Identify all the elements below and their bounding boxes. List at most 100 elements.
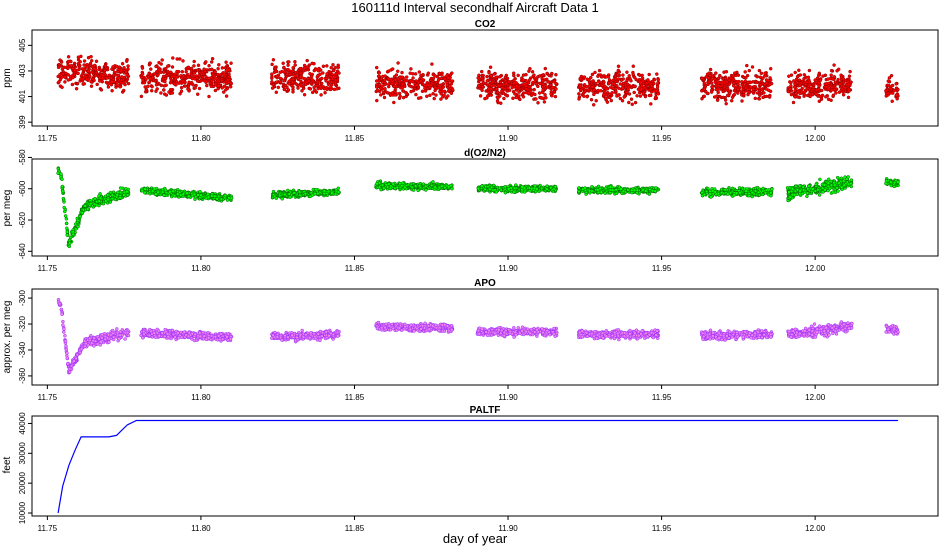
panel-co2-point <box>758 93 762 98</box>
panel-co2-point <box>616 68 621 73</box>
panel-co2-point <box>715 98 720 102</box>
panel-co2-point <box>582 75 587 79</box>
panel-co2-point <box>787 74 791 78</box>
panel-do2n2-point <box>630 190 634 195</box>
panel-co2-point <box>847 74 852 78</box>
panel-co2-point <box>633 84 637 89</box>
panel-co2-point <box>817 87 821 92</box>
panel-co2-point <box>383 74 387 78</box>
panel-co2-point <box>204 80 208 85</box>
panel-do2n2-point <box>494 190 499 194</box>
panel-co2-point <box>496 84 501 89</box>
panel-co2-points <box>56 54 900 107</box>
panel-co2-point <box>731 74 736 78</box>
panel-co2-point <box>512 81 516 85</box>
panel-co2-point <box>753 96 758 101</box>
panel-do2n2-point <box>63 214 68 218</box>
panel-do2n2-point <box>826 177 831 182</box>
panel-co2-point <box>537 91 542 95</box>
panel-co2-point <box>216 66 220 71</box>
panel-co2-point <box>553 94 558 99</box>
panel-co2-point <box>85 65 90 69</box>
panel-do2n2-point <box>61 196 66 201</box>
panel-apo-title: APO <box>474 278 496 289</box>
panel-do2n2-point <box>708 192 712 196</box>
panel-co2-point <box>725 86 730 91</box>
panel-co2-point <box>824 85 829 89</box>
panel-co2-point <box>439 97 443 101</box>
panel-co2-point <box>286 63 290 67</box>
panel-co2-point <box>487 90 491 95</box>
panel-co2-point <box>426 71 431 75</box>
panel-co2-point <box>374 85 379 89</box>
panel-do2n2-point <box>65 233 69 237</box>
panel-do2n2-point <box>106 197 110 202</box>
panel-do2n2-point <box>181 192 185 196</box>
panel-co2-point <box>161 74 166 79</box>
panel-co2-point <box>827 81 831 86</box>
panel-co2-point <box>541 88 545 92</box>
panel-co2-point <box>513 92 517 96</box>
panel-do2n2-point <box>93 196 97 201</box>
panel-do2n2-point <box>219 197 224 201</box>
panel-co2-point <box>723 98 728 102</box>
panel-co2-point <box>432 96 436 101</box>
panel-co2-point <box>285 72 290 77</box>
panel-co2-point <box>616 93 621 97</box>
panel-co2-point <box>638 88 643 92</box>
panel-do2n2-point <box>805 191 810 195</box>
panel-co2-point <box>540 79 545 83</box>
panel-co2-point <box>76 55 81 59</box>
panel-co2-point <box>736 91 740 95</box>
panel-co2-point <box>713 80 717 84</box>
panel-do2n2-point <box>626 188 630 192</box>
panel-co2-point <box>227 68 231 72</box>
panel-co2-point <box>388 93 393 97</box>
panel-do2n2-point <box>62 205 66 210</box>
panel-co2-point <box>791 100 796 105</box>
panel-co2-point <box>761 95 765 100</box>
panel-co2-point <box>90 77 95 81</box>
panel-co2-point <box>758 86 762 91</box>
panel-co2-point <box>502 96 506 101</box>
panel-co2-point <box>393 93 397 97</box>
panel-do2n2-point <box>388 186 393 191</box>
panel-do2n2-point <box>807 184 811 188</box>
panel-co2-point <box>887 83 891 88</box>
panel-co2-point <box>596 74 600 79</box>
panel-co2-point <box>489 93 494 97</box>
panel-co2-point <box>826 77 830 81</box>
panel-do2n2-point <box>287 192 292 196</box>
panel-co2-point <box>197 73 202 78</box>
panel-co2-point <box>386 69 391 73</box>
panel-co2-point <box>485 79 490 83</box>
panel-co2-point <box>282 78 286 83</box>
panel-do2n2-point <box>168 190 172 194</box>
panel-co2-point <box>66 59 71 64</box>
panel-do2n2-point <box>89 201 93 206</box>
panel-co2-point <box>829 68 834 73</box>
panel-co2-point <box>170 91 175 95</box>
panel-do2n2-point <box>577 189 581 194</box>
panel-co2-point <box>89 79 93 84</box>
panel-co2-point <box>298 66 302 71</box>
panel-do2n2-point <box>539 186 544 191</box>
panel-co2-point <box>324 79 328 83</box>
panel-co2-point <box>295 74 300 78</box>
panel-co2-point <box>302 76 307 81</box>
panel-co2-point <box>757 68 762 73</box>
panel-co2-point <box>884 91 889 96</box>
panel-co2-point <box>625 82 630 87</box>
panel-do2n2-point <box>274 196 279 200</box>
panel-co2-point <box>543 66 548 71</box>
panel-co2-point <box>110 88 114 93</box>
panel-co2-point <box>817 81 821 85</box>
panel-co2-point <box>832 63 836 67</box>
panel-do2n2-point <box>118 195 122 200</box>
panel-co2-point <box>192 64 196 68</box>
panel-co2-point <box>829 73 833 77</box>
panel-do2n2-point <box>577 186 581 190</box>
panel-do2n2-point <box>423 184 428 189</box>
panel-do2n2-point <box>732 193 736 197</box>
panel-co2-point <box>226 78 230 82</box>
